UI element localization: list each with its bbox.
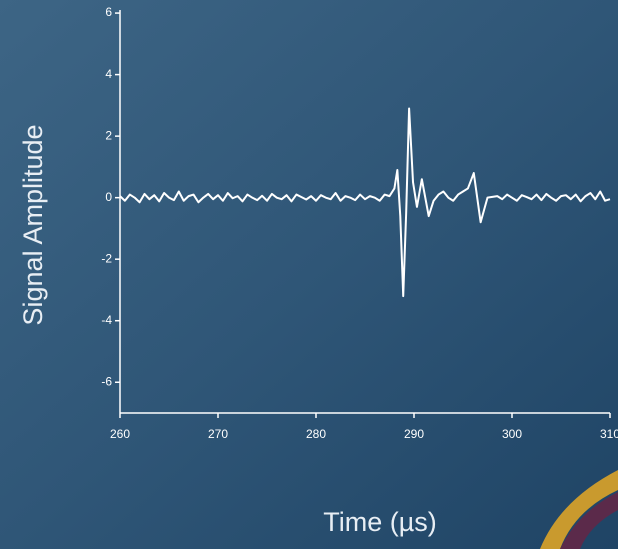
signal-line [119,107,611,298]
x-tick-label: 310 [600,427,618,441]
y-tick-label: 0 [105,190,112,204]
x-tick-label: 280 [306,427,326,441]
y-tick-label: -2 [101,251,112,265]
y-tick-label: 4 [105,67,112,81]
x-tick-label: 290 [404,427,424,441]
x-tick-label: 300 [502,427,522,441]
y-tick-label: -6 [101,374,112,388]
y-tick-label: 2 [105,128,112,142]
y-axis-label: Signal Amplitude [18,124,48,325]
x-tick-label: 260 [110,427,130,441]
x-axis-label: Time (µs) [323,507,437,537]
logo [560,492,618,549]
x-tick-label: 270 [208,427,228,441]
y-tick-label: -4 [101,313,112,327]
y-tick-label: 6 [105,5,112,19]
logo [540,470,618,549]
